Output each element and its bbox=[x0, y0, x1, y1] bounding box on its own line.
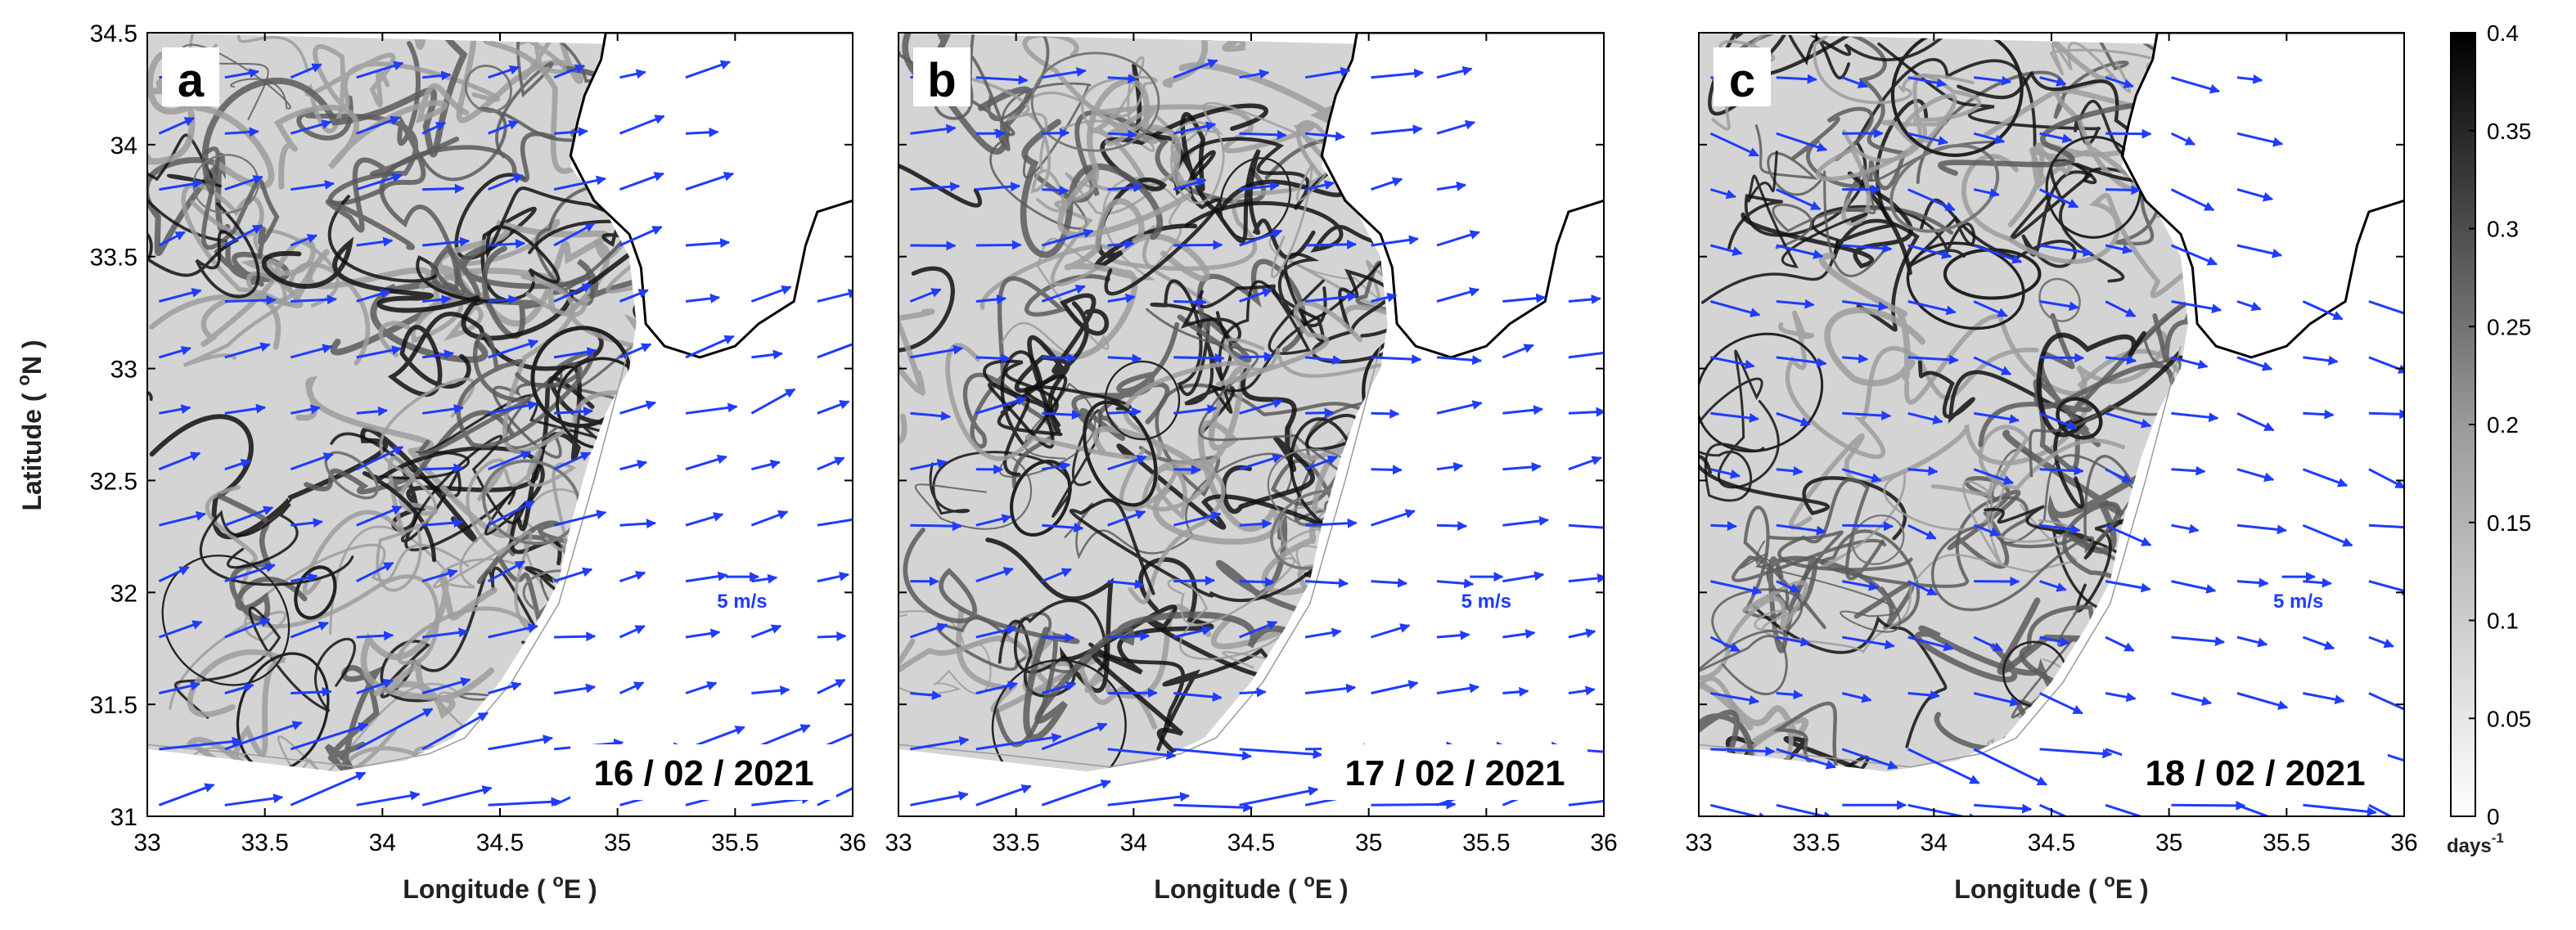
scale-arrow-label: 5 m/s bbox=[717, 591, 767, 613]
velocity-arrow bbox=[1173, 469, 1200, 470]
y-tick-label: 34 bbox=[110, 133, 137, 159]
velocity-arrow bbox=[1042, 190, 1068, 191]
x-tick-label: 33.5 bbox=[241, 829, 288, 856]
panel-label: b bbox=[927, 54, 956, 107]
velocity-arrow bbox=[1240, 133, 1286, 135]
velocity-arrow bbox=[290, 692, 331, 694]
x-axis-label: Longitude ( oE ) bbox=[403, 870, 597, 904]
panel-label: a bbox=[178, 54, 205, 107]
y-tick-label: 31.5 bbox=[90, 692, 137, 719]
x-tick-label: 33 bbox=[885, 829, 912, 856]
x-axis-label: Longitude ( oE ) bbox=[1954, 870, 2148, 904]
panel-b: 5 m/s b 17 / 02 / 2021 33 33.5 34 34.5 35 35.5 36… bbox=[811, 0, 1802, 917]
y-tick-label: 33 bbox=[110, 357, 137, 384]
colorbar-unit-label: days-1 bbox=[2447, 830, 2504, 857]
velocity-arrow bbox=[2369, 413, 2408, 414]
velocity-arrow bbox=[1842, 525, 1893, 526]
velocity-arrow bbox=[2172, 805, 2245, 806]
panel-label: c bbox=[1729, 54, 1755, 107]
y-tick-label: 33.5 bbox=[90, 245, 137, 272]
colorbar-tick-label: 0.35 bbox=[2487, 119, 2532, 144]
velocity-arrow bbox=[910, 525, 961, 526]
x-tick-label: 33 bbox=[1685, 829, 1712, 856]
velocity-arrow bbox=[1371, 804, 1456, 805]
panels: 5 m/s a 16 / 02 / 2021 33 33.5 34 34.5 35 35.5 36… bbox=[58, 0, 2576, 922]
velocity-arrow bbox=[422, 468, 462, 469]
velocity-arrow bbox=[817, 636, 845, 637]
x-tick-label: 35 bbox=[2155, 829, 2182, 856]
velocity-arrow bbox=[2303, 413, 2333, 415]
y-tick-label: 32 bbox=[110, 580, 137, 607]
velocity-arrow bbox=[1042, 357, 1075, 358]
x-tick-label: 35.5 bbox=[1462, 829, 1510, 856]
x-tick-label: 33.5 bbox=[992, 829, 1039, 856]
panel-c: 5 m/s c 18 / 02 / 2021 33 33.5 34 34.5 35 35.5 36… bbox=[1653, 0, 2576, 922]
velocity-arrow bbox=[1108, 357, 1142, 359]
velocity-arrow bbox=[1173, 581, 1214, 582]
x-tick-label: 34 bbox=[369, 829, 396, 856]
velocity-arrow bbox=[2040, 357, 2083, 358]
x-tick-label: 35.5 bbox=[2263, 829, 2310, 856]
colorbar-ticks: 0 0.05 0.1 0.15 0.2 0.25 0.3 0.35 0.4 bbox=[2469, 20, 2532, 829]
x-axis-label: Longitude ( oE ) bbox=[1154, 870, 1348, 904]
velocity-arrow bbox=[1240, 692, 1266, 694]
velocity-arrow bbox=[1108, 636, 1149, 637]
date-label: 17 / 02 / 2021 bbox=[1344, 753, 1565, 793]
x-tick-label: 36 bbox=[839, 829, 866, 856]
x-tick-label: 34.5 bbox=[2028, 829, 2075, 856]
colorbar-tick-label: 0.2 bbox=[2487, 412, 2519, 438]
velocity-arrow bbox=[686, 132, 718, 133]
colorbar-tick-label: 0.05 bbox=[2487, 706, 2532, 731]
date-label: 18 / 02 / 2021 bbox=[2145, 753, 2365, 793]
x-tick-label: 34 bbox=[1120, 829, 1147, 856]
y-tick-label: 31 bbox=[110, 804, 137, 831]
colorbar-tick-label: 0.3 bbox=[2487, 217, 2519, 242]
velocity-arrow bbox=[1710, 525, 1736, 526]
x-tick-label: 34.5 bbox=[476, 829, 524, 856]
velocity-arrow bbox=[225, 300, 276, 302]
colorbar-tick-label: 0.1 bbox=[2487, 609, 2519, 634]
scale-arrow-label: 5 m/s bbox=[1461, 591, 1511, 613]
velocity-arrow bbox=[554, 636, 595, 637]
panel-a: 5 m/s a 16 / 02 / 2021 33 33.5 34 34.5 35 35.5 36… bbox=[58, 0, 1010, 917]
scale-arrow-label: 5 m/s bbox=[2273, 591, 2323, 613]
velocity-arrow bbox=[1371, 413, 1399, 414]
y-tick-label: 32.5 bbox=[90, 468, 137, 495]
x-tick-label: 35 bbox=[1355, 829, 1382, 856]
colorbar-tick-label: 0 bbox=[2487, 804, 2500, 829]
colorbar-tick-label: 0.15 bbox=[2487, 510, 2532, 536]
x-tick-label: 33 bbox=[133, 829, 160, 856]
colorbar-tick-label: 0.25 bbox=[2487, 314, 2532, 339]
colorbar: 0 0.05 0.1 0.15 0.2 0.25 0.3 0.35 0.4 days-1 bbox=[2447, 20, 2532, 857]
colorbar-tick-label: 0.4 bbox=[2487, 20, 2519, 46]
date-label: 16 / 02 / 2021 bbox=[593, 753, 813, 793]
velocity-arrow bbox=[976, 357, 1010, 359]
x-tick-label: 33.5 bbox=[1792, 829, 1840, 856]
x-tick-label: 36 bbox=[1590, 829, 1617, 856]
velocity-arrow bbox=[1173, 302, 1205, 303]
y-axis-label: Latitude ( oN ) bbox=[13, 340, 47, 511]
velocity-arrow bbox=[1042, 637, 1074, 638]
x-tick-label: 35 bbox=[604, 829, 631, 856]
velocity-arrow bbox=[1173, 357, 1223, 358]
velocity-arrow bbox=[1569, 411, 1605, 413]
x-tick-label: 35.5 bbox=[711, 829, 759, 856]
x-tick-label: 34 bbox=[1921, 829, 1948, 856]
velocity-arrow bbox=[1305, 412, 1333, 413]
y-tick-label: 34.5 bbox=[90, 20, 137, 47]
velocity-arrow bbox=[2105, 190, 2140, 191]
x-tick-label: 36 bbox=[2390, 829, 2417, 856]
velocity-arrow bbox=[1371, 469, 1402, 470]
velocity-arrow bbox=[422, 188, 463, 189]
velocity-arrow bbox=[2105, 133, 2150, 134]
velocity-arrow bbox=[1437, 525, 1466, 526]
velocity-arrow bbox=[1108, 133, 1137, 135]
x-tick-label: 34.5 bbox=[1227, 829, 1275, 856]
